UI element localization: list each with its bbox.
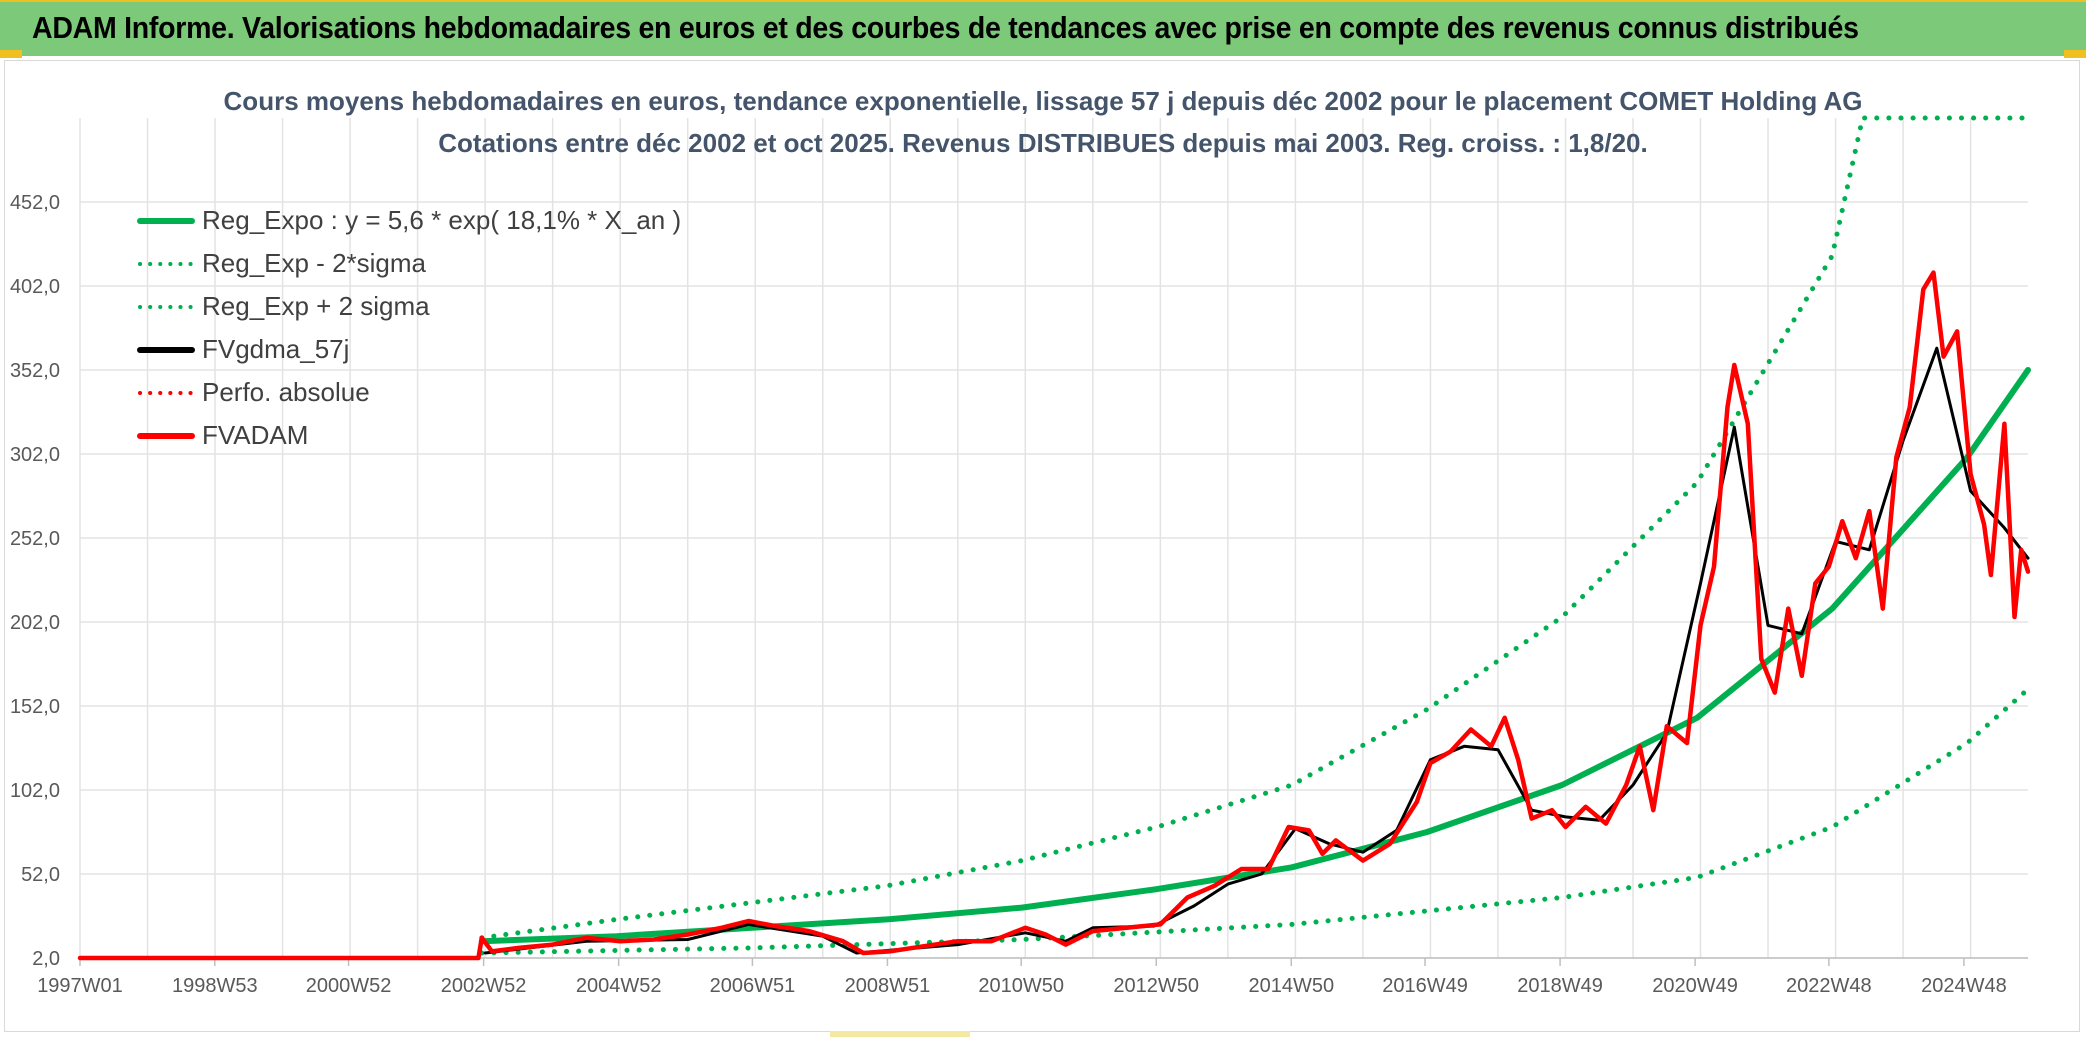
- legend-label: Perfo. absolue: [202, 377, 370, 407]
- legend-swatch: [137, 347, 195, 353]
- chart-subtitle: Cotations entre déc 2002 et oct 2025. Re…: [438, 128, 1648, 158]
- y-tick-label: 402,0: [10, 276, 60, 298]
- y-tick-label: 302,0: [10, 444, 60, 466]
- x-tick-label: 2000W52: [306, 975, 392, 997]
- legend-item: FVgdma_57j: [136, 332, 756, 375]
- report-banner: ADAM Informe. Valorisations hebdomadaire…: [0, 0, 2086, 58]
- x-tick-label: 2002W52: [441, 975, 527, 997]
- legend-item: Reg_Exp - 2*sigma: [136, 246, 756, 289]
- y-tick-label: 352,0: [10, 360, 60, 382]
- x-tick-label: 2016W49: [1382, 975, 1468, 997]
- legend-item: Reg_Exp + 2 sigma: [136, 289, 756, 332]
- legend-label: Reg_Exp + 2 sigma: [202, 291, 430, 321]
- x-tick-label: 1997W01: [37, 975, 123, 997]
- x-tick-label: 2018W49: [1517, 975, 1603, 997]
- x-tick-label: 2020W49: [1652, 975, 1738, 997]
- legend-label: Reg_Exp - 2*sigma: [202, 248, 426, 278]
- series-line-0: [478, 367, 2031, 945]
- series-line-5: [77, 270, 2031, 961]
- legend-swatch: [138, 262, 194, 266]
- banner-corner-left: [0, 50, 22, 58]
- banner-corner-right: [2064, 50, 2086, 58]
- x-tick-label: 2004W52: [576, 975, 662, 997]
- x-tick-label: 2006W51: [710, 975, 796, 997]
- series-line-1: [479, 686, 2031, 956]
- x-tick-label: 2014W50: [1248, 975, 1334, 997]
- y-tick-label: 202,0: [10, 612, 60, 634]
- legend-swatch: [137, 218, 195, 224]
- legend-item: Reg_Expo : y = 5,6 * exp( 18,1% * X_an ): [136, 203, 756, 246]
- y-tick-label: 152,0: [10, 696, 60, 718]
- y-tick-label: 52,0: [21, 864, 60, 886]
- legend-item: FVADAM: [136, 418, 756, 461]
- legend-label: FVgdma_57j: [202, 334, 350, 364]
- chart-legend: Reg_Expo : y = 5,6 * exp( 18,1% * X_an )…: [136, 203, 756, 461]
- bottom-accent: [830, 1031, 970, 1037]
- chart-title: Cours moyens hebdomadaires en euros, ten…: [223, 86, 1863, 116]
- series-line-2: [479, 115, 2031, 941]
- y-tick-label: 102,0: [10, 780, 60, 802]
- x-tick-label: 2022W48: [1786, 975, 1872, 997]
- y-tick-label: 452,0: [10, 192, 60, 214]
- legend-swatch: [138, 305, 194, 309]
- x-tick-label: 2008W51: [845, 975, 931, 997]
- legend-label: FVADAM: [202, 420, 309, 450]
- y-tick-label: 252,0: [10, 528, 60, 550]
- legend-label: Reg_Expo : y = 5,6 * exp( 18,1% * X_an ): [202, 205, 682, 235]
- x-tick-label: 2010W50: [978, 975, 1064, 997]
- report-title: ADAM Informe. Valorisations hebdomadaire…: [32, 10, 1859, 45]
- y-tick-label: 2,0: [32, 948, 60, 970]
- chart-frame: [4, 60, 2080, 1032]
- x-tick-label: 2012W50: [1113, 975, 1199, 997]
- legend-swatch: [138, 391, 194, 395]
- x-tick-label: 1998W53: [172, 975, 258, 997]
- legend-item: Perfo. absolue: [136, 375, 756, 418]
- x-tick-label: 2024W48: [1921, 975, 2007, 997]
- legend-swatch: [137, 433, 195, 439]
